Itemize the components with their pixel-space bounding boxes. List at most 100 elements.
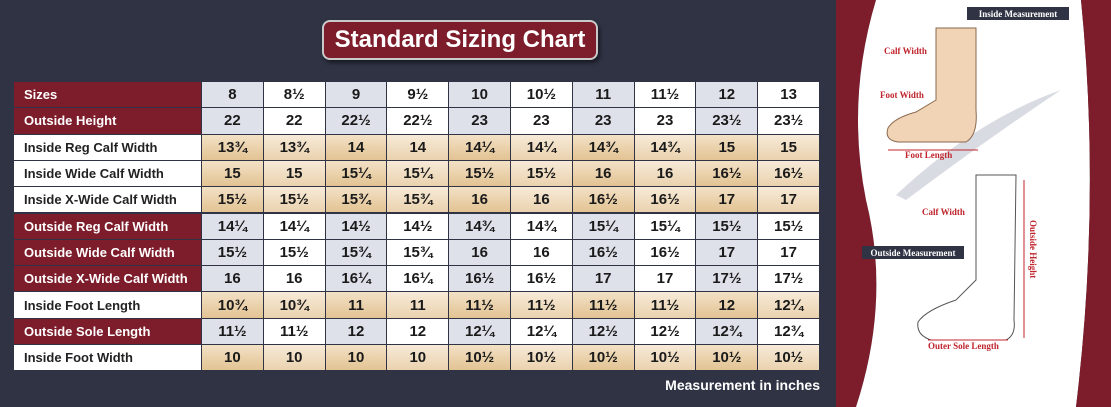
table-cell: 23 <box>449 108 510 134</box>
row-label: Inside X-Wide Calf Width <box>14 187 201 213</box>
diagram-label: Outer Sole Length <box>928 341 999 351</box>
chart-title: Standard Sizing Chart <box>322 20 598 60</box>
table-cell: 17 <box>758 239 819 266</box>
table-cell: 16 <box>449 239 510 266</box>
table-cell: 16½ <box>572 239 634 266</box>
table-cell: 16½ <box>511 266 572 292</box>
panel-edge <box>1076 0 1111 407</box>
table-cell: 11½ <box>202 318 263 344</box>
table-cell: 10½ <box>572 345 634 371</box>
header-label: Sizes <box>14 82 201 108</box>
table-cell: 12¼ <box>511 318 572 344</box>
table-cell: 10 <box>325 345 387 371</box>
table-cell: 16½ <box>572 187 634 213</box>
table-cell: 11½ <box>511 292 572 318</box>
table-cell: 11½ <box>263 318 325 344</box>
table-cell: 15 <box>758 134 819 160</box>
table-cell: 11 <box>325 292 387 318</box>
table-cell: 12 <box>387 318 449 344</box>
row-label: Outside X-Wide Calf Width <box>14 266 201 292</box>
table-cell: 23½ <box>758 108 819 134</box>
table-cell: 11½ <box>449 292 510 318</box>
diagram-label: Calf Width <box>922 207 965 217</box>
table-cell: 14¾ <box>572 134 634 160</box>
label-box <box>967 7 1069 20</box>
table-cell: 15½ <box>263 187 325 213</box>
table-cell: 14½ <box>325 213 387 239</box>
table-cell: 15½ <box>511 160 572 187</box>
size-header: 13 <box>758 82 819 108</box>
size-header: 9½ <box>387 82 449 108</box>
table-cell: 14¼ <box>449 134 510 160</box>
row-label: Outside Reg Calf Width <box>14 213 201 239</box>
table-cell: 13¾ <box>263 134 325 160</box>
table-cell: 15 <box>263 160 325 187</box>
row-label: Outside Height <box>14 108 201 134</box>
table-cell: 17 <box>572 266 634 292</box>
table-cell: 17 <box>758 187 819 213</box>
table-cell: 10¾ <box>263 292 325 318</box>
label-box <box>862 246 964 259</box>
table-cell: 12 <box>325 318 387 344</box>
table-cell: 15¾ <box>387 239 449 266</box>
table-cell: 16 <box>263 266 325 292</box>
size-header: 11½ <box>634 82 696 108</box>
row-label: Outside Sole Length <box>14 318 201 344</box>
table-cell: 16 <box>202 266 263 292</box>
table-cell: 14¼ <box>511 134 572 160</box>
table-cell: 14 <box>325 134 387 160</box>
table-cell: 12¾ <box>696 318 758 344</box>
table-cell: 12½ <box>572 318 634 344</box>
table-cell: 12¼ <box>758 292 819 318</box>
table-cell: 17½ <box>758 266 819 292</box>
swoosh <box>896 90 1061 200</box>
panel-edge <box>836 0 877 407</box>
row-label: Inside Wide Calf Width <box>14 160 201 187</box>
table-cell: 16 <box>634 160 696 187</box>
row-label: Outside Wide Calf Width <box>14 239 201 266</box>
table-cell: 14¾ <box>449 213 510 239</box>
table-cell: 22 <box>202 108 263 134</box>
table-cell: 10¾ <box>202 292 263 318</box>
table-cell: 15½ <box>202 187 263 213</box>
table-cell: 16½ <box>758 160 819 187</box>
table-cell: 12 <box>696 292 758 318</box>
diagram-label: Outside Height <box>1028 220 1038 278</box>
table-cell: 12½ <box>634 318 696 344</box>
table-cell: 15½ <box>758 213 819 239</box>
inside-title: Inside Measurement <box>979 9 1058 19</box>
table-cell: 14¾ <box>511 213 572 239</box>
size-header: 12 <box>696 82 758 108</box>
table-cell: 10½ <box>758 345 819 371</box>
footnote: Measurement in inches <box>665 377 820 393</box>
table-cell: 16½ <box>634 239 696 266</box>
table-cell: 10½ <box>511 345 572 371</box>
row-label: Inside Foot Length <box>14 292 201 318</box>
boot <box>917 174 1017 341</box>
table-cell: 17 <box>634 266 696 292</box>
table-cell: 10 <box>387 345 449 371</box>
table-cell: 15¼ <box>387 160 449 187</box>
outside-title: Outside Measurement <box>870 248 955 258</box>
table-cell: 11½ <box>634 292 696 318</box>
panel <box>856 0 1090 407</box>
table-cell: 15½ <box>696 213 758 239</box>
table-cell: 14¼ <box>263 213 325 239</box>
row-label: Inside Reg Calf Width <box>14 134 201 160</box>
size-header: 8½ <box>263 82 325 108</box>
table-cell: 10 <box>202 345 263 371</box>
table-cell: 16¼ <box>325 266 387 292</box>
table-cell: 15¾ <box>325 239 387 266</box>
table-cell: 16 <box>449 187 510 213</box>
table-cell: 14¾ <box>634 134 696 160</box>
table-cell: 10½ <box>634 345 696 371</box>
table-cell: 16 <box>511 239 572 266</box>
table-cell: 16½ <box>634 187 696 213</box>
diagram-label: Foot Width <box>880 90 924 100</box>
table-cell: 15½ <box>263 239 325 266</box>
table-cell: 23 <box>511 108 572 134</box>
table-cell: 15½ <box>449 160 510 187</box>
table-cell: 22½ <box>387 108 449 134</box>
table-cell: 10½ <box>696 345 758 371</box>
